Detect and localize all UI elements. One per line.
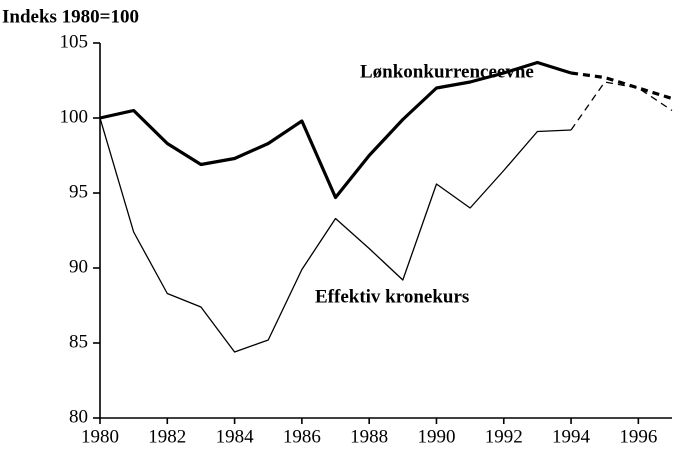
y-tick-label: 85 — [69, 331, 88, 352]
x-tick-label: 1996 — [619, 426, 657, 447]
y-axis-label: Indeks 1980=100 — [2, 6, 139, 27]
y-tick-label: 90 — [69, 256, 88, 277]
x-tick-label: 1986 — [283, 426, 321, 447]
series-line — [570, 81, 673, 131]
y-tick-label: 80 — [69, 406, 88, 427]
x-tick-label: 1988 — [350, 426, 388, 447]
x-tick-label: 1984 — [216, 426, 255, 447]
x-tick-label: 1992 — [485, 426, 523, 447]
x-tick-label: 1994 — [552, 426, 591, 447]
series-line — [570, 71, 673, 101]
series-annotation: Effektiv kronekurs — [315, 286, 469, 307]
x-tick-label: 1990 — [417, 426, 455, 447]
y-tick-label: 95 — [69, 181, 88, 202]
y-tick-label: 105 — [60, 31, 89, 52]
y-tick-label: 100 — [60, 106, 89, 127]
x-tick-label: 1980 — [81, 426, 119, 447]
x-tick-label: 1982 — [148, 426, 186, 447]
series-line — [99, 117, 572, 353]
series-line — [99, 60, 572, 200]
